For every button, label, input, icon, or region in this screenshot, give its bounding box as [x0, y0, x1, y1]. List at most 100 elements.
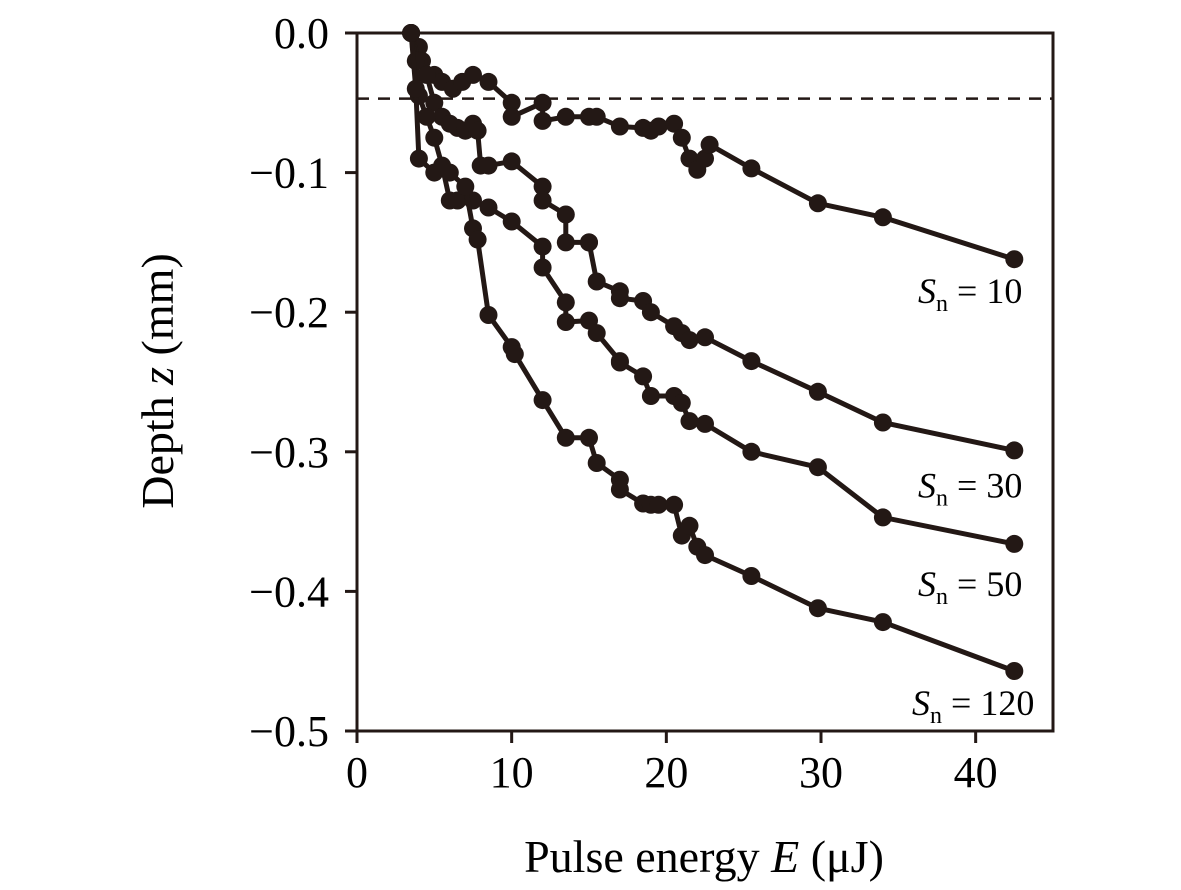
data-point: [808, 458, 827, 477]
data-point: [468, 121, 487, 140]
data-point: [808, 382, 827, 401]
data-point: [742, 159, 761, 178]
data-point: [587, 107, 606, 126]
data-point: [479, 156, 498, 175]
data-point: [634, 367, 653, 386]
data-point: [610, 480, 629, 499]
data-point: [448, 191, 467, 210]
y-tick-label: −0.4: [249, 567, 329, 616]
data-point: [665, 114, 684, 133]
data-point: [700, 135, 719, 154]
data-point: [649, 117, 668, 136]
y-tick-label: −0.2: [249, 288, 329, 337]
data-point: [464, 65, 482, 84]
data-point: [580, 428, 598, 447]
data-point: [1005, 250, 1024, 269]
data-point: [696, 546, 714, 565]
data-point: [417, 65, 436, 84]
data-point: [742, 352, 761, 371]
data-point: [873, 508, 892, 527]
y-axis-title: Depth z (mm): [132, 253, 183, 509]
data-point: [1005, 662, 1024, 680]
data-point: [556, 428, 575, 447]
data-point: [580, 233, 598, 252]
data-point: [610, 289, 629, 308]
data-point: [556, 205, 575, 224]
series: Sn = 30: [402, 24, 1024, 511]
data-point: [696, 328, 714, 347]
data-point: [587, 454, 606, 472]
data-point: [533, 191, 552, 210]
data-point: [672, 393, 691, 412]
x-tick-label: 10: [490, 748, 534, 797]
data-point: [502, 93, 521, 112]
axes: 0 10 20 30 40 0.0 −0.1 −0.2 −0.3 −0.4 −0.5: [249, 9, 1055, 797]
data-point: [425, 163, 444, 182]
data-point: [556, 107, 575, 126]
data-point: [610, 117, 629, 136]
data-point: [502, 152, 521, 171]
data-point: [587, 324, 606, 343]
x-tick-label: 30: [799, 748, 843, 797]
data-point: [808, 194, 827, 213]
data-point: [502, 107, 521, 126]
data-point: [696, 149, 714, 168]
plot-frame: [355, 31, 1055, 733]
x-tick-label: 20: [644, 748, 688, 797]
x-tick-label: 40: [954, 748, 998, 797]
data-point: [556, 293, 575, 312]
data-point: [873, 413, 892, 432]
data-point: [533, 93, 552, 112]
data-point: [808, 599, 827, 618]
data-point: [672, 128, 691, 147]
data-point: [533, 391, 552, 410]
data-point: [696, 414, 714, 433]
data-point: [587, 272, 606, 291]
data-point: [742, 567, 761, 585]
data-point: [742, 442, 761, 461]
data-point: [649, 495, 668, 514]
series-label: Sn = 30: [918, 465, 1022, 511]
data-point: [680, 331, 699, 350]
data-point: [468, 230, 487, 249]
data-point: [641, 303, 660, 322]
x-tick-label: 0: [346, 748, 368, 797]
data-point: [610, 353, 629, 372]
y-tick-label: −0.1: [249, 149, 329, 198]
data-point: [406, 79, 425, 98]
series-label: Sn = 120: [912, 683, 1034, 729]
data-point: [533, 258, 552, 277]
data-point: [417, 107, 436, 126]
data-point: [665, 495, 684, 514]
series: Sn = 50: [402, 24, 1024, 610]
data-point: [425, 128, 444, 147]
data-point: [409, 149, 428, 168]
data-point: [533, 237, 552, 256]
data-point: [556, 313, 575, 331]
series: Sn = 120: [402, 24, 1034, 729]
data-point: [1005, 441, 1024, 460]
data-point: [533, 111, 552, 130]
series-label: Sn = 50: [918, 564, 1022, 610]
data-point: [425, 93, 444, 112]
data-point: [505, 345, 524, 364]
data-point: [873, 208, 892, 227]
data-point: [440, 163, 459, 182]
series-label: Sn = 10: [918, 271, 1022, 317]
data-point: [456, 177, 475, 196]
data-point: [680, 516, 699, 535]
data-point: [680, 412, 699, 431]
data-point: [556, 233, 575, 252]
y-tick-label: −0.5: [249, 707, 329, 756]
data-point: [479, 306, 498, 324]
y-tick-label: 0.0: [274, 9, 329, 58]
data-point: [1005, 534, 1024, 553]
data-point: [641, 387, 660, 405]
plot-area: Sn = 10 Sn = 30 Sn = 50 Sn = 120: [357, 24, 1053, 729]
y-tick-label: −0.3: [249, 428, 329, 477]
data-point: [533, 177, 552, 196]
data-point: [479, 198, 498, 217]
data-point: [479, 72, 498, 91]
data-point: [873, 613, 892, 632]
